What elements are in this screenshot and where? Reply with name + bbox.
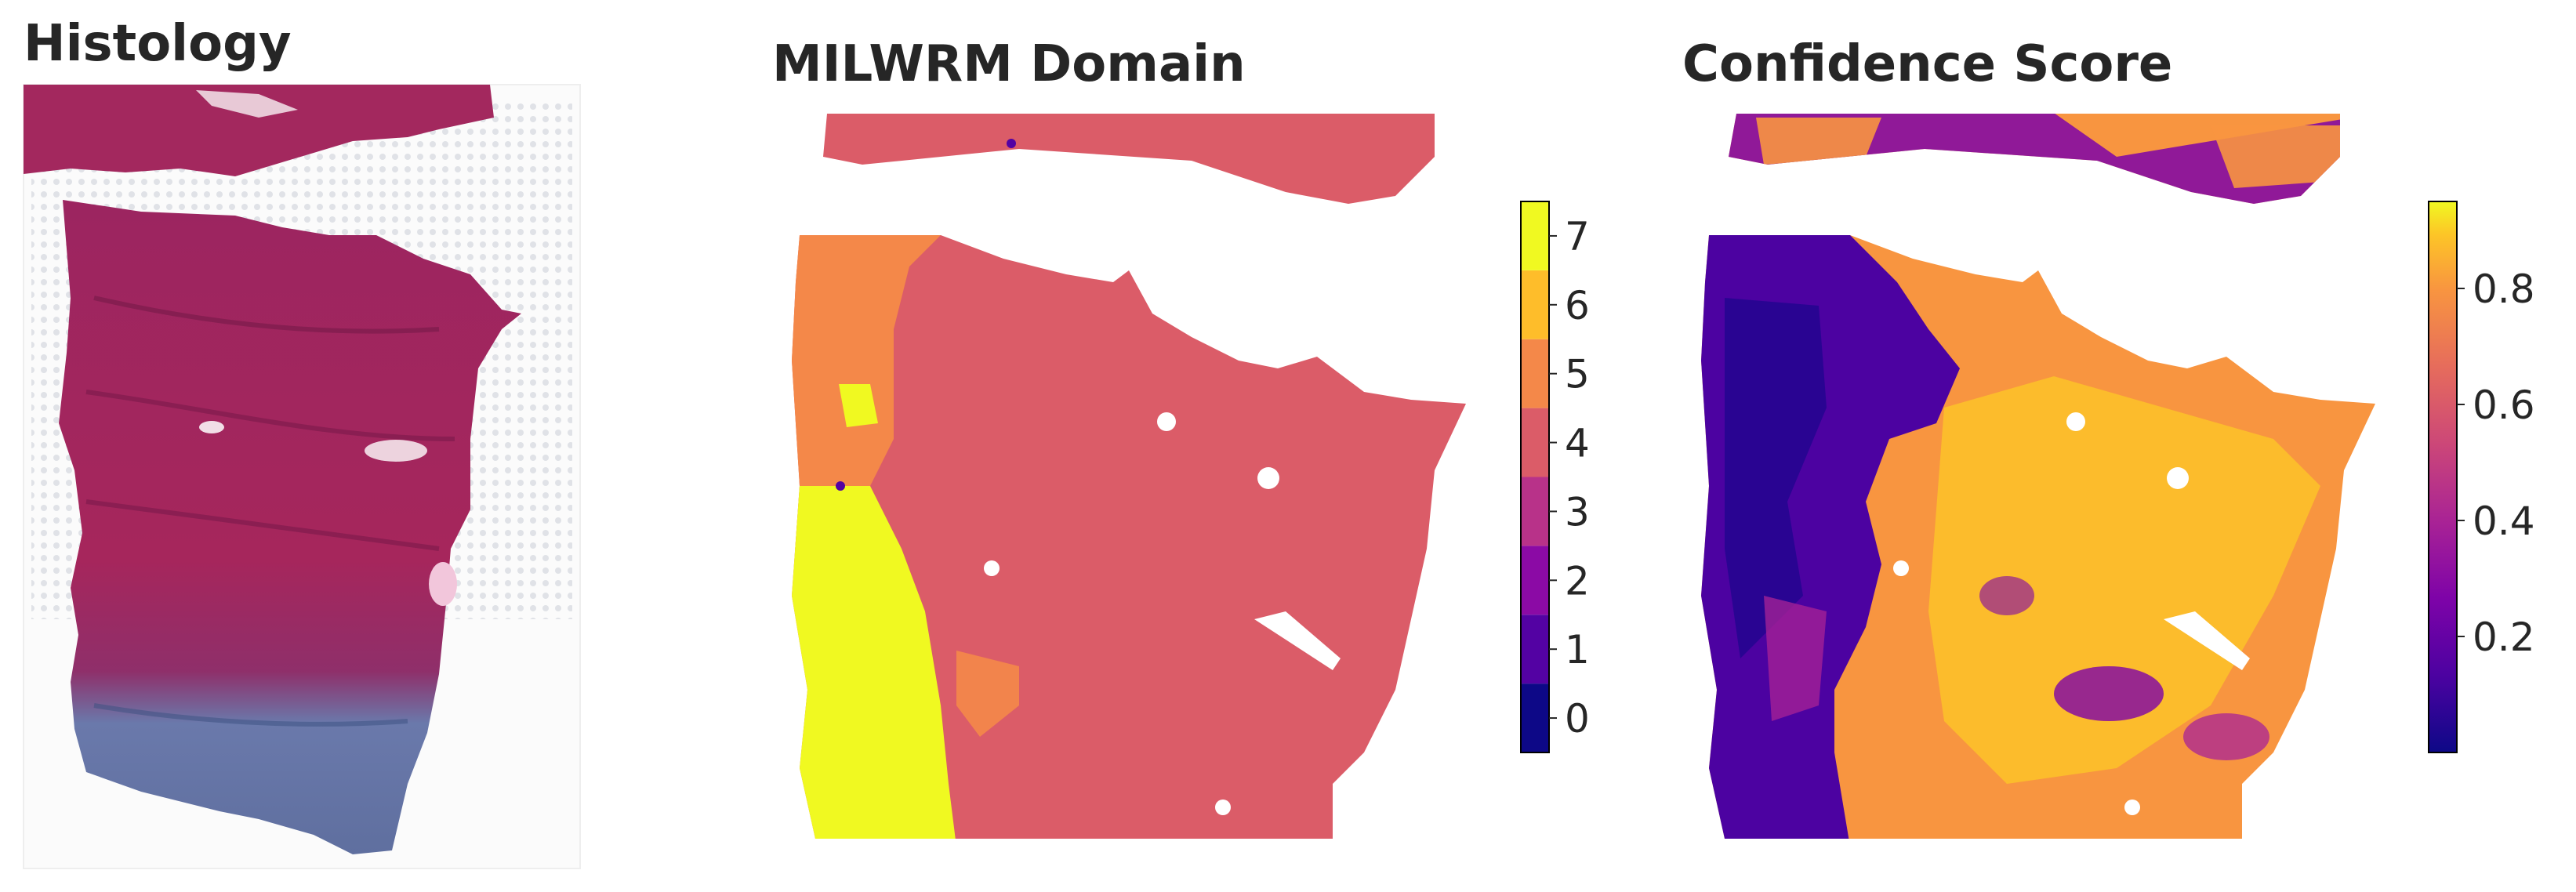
- svg-text:0: 0: [1565, 696, 1590, 742]
- domain-colorbar-segment-4: [1521, 408, 1549, 477]
- svg-text:2: 2: [1565, 558, 1590, 604]
- histology-title: Histology: [24, 15, 292, 73]
- domain-colorbar-segment-2: [1521, 546, 1549, 615]
- domain-colorbar-tick-2: 2: [1549, 558, 1590, 604]
- svg-text:0.2: 0.2: [2473, 615, 2535, 660]
- confidence-map: [1701, 114, 2375, 839]
- svg-text:0.6: 0.6: [2473, 383, 2535, 428]
- confidence-colorbar-tick-0.4: 0.4: [2457, 499, 2535, 544]
- svg-text:6: 6: [1565, 283, 1590, 328]
- svg-text:1: 1: [1565, 627, 1590, 673]
- histology-image: [23, 84, 581, 869]
- domain-colorbar-segment-7: [1521, 201, 1549, 270]
- domain-colorbar-tick-3: 3: [1549, 489, 1590, 535]
- svg-text:0.4: 0.4: [2473, 499, 2535, 544]
- domain-colorbar-tick-6: 6: [1549, 283, 1590, 328]
- confidence-title: Confidence Score: [1682, 35, 2173, 93]
- domain-colorbar-segment-1: [1521, 615, 1549, 684]
- domain-colorbar-segment-0: [1521, 684, 1549, 752]
- domain-colorbar-tick-0: 0: [1549, 696, 1590, 742]
- confidence-colorbar-tick-0.8: 0.8: [2457, 267, 2535, 312]
- domain-colorbar-tick-1: 1: [1549, 627, 1590, 673]
- confidence-colorbar: 0.2 0.4 0.6 0.8: [2428, 201, 2535, 753]
- confidence-colorbar-tick-0.2: 0.2: [2457, 615, 2535, 660]
- svg-text:7: 7: [1565, 214, 1590, 259]
- domain-colorbar-segment-6: [1521, 270, 1549, 339]
- svg-text:5: 5: [1565, 352, 1590, 397]
- domain-colorbar-tick-7: 7: [1549, 214, 1590, 259]
- svg-text:0.8: 0.8: [2473, 267, 2535, 312]
- svg-text:3: 3: [1565, 489, 1590, 535]
- domain-colorbar-segment-3: [1521, 477, 1549, 546]
- domain-map: [792, 114, 1466, 839]
- domain-colorbar-tick-5: 5: [1549, 352, 1590, 397]
- svg-text:4: 4: [1565, 421, 1590, 466]
- domain-title: MILWRM Domain: [772, 35, 1246, 93]
- confidence-colorbar-tick-0.6: 0.6: [2457, 383, 2535, 428]
- domain-colorbar-segment-5: [1521, 339, 1549, 408]
- domain-colorbar: 0 1 2 3 4 5 6 7: [1520, 201, 1590, 753]
- domain-colorbar-tick-4: 4: [1549, 421, 1590, 466]
